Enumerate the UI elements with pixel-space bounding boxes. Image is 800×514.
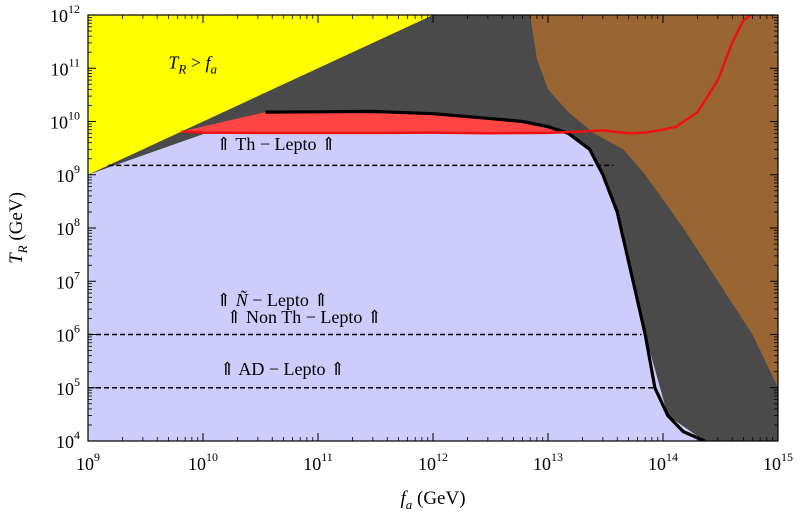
y-tick-exp: 5 (74, 375, 80, 389)
y-title-var: T (6, 252, 27, 264)
x-tick-exp: 9 (94, 450, 100, 464)
x-tick-label: 1012 (418, 450, 448, 474)
x-tick-base: 10 (303, 454, 321, 474)
x-title-sub: a (406, 497, 413, 512)
y-tick-label: 106 (56, 322, 80, 346)
x-tick-base: 10 (763, 454, 781, 474)
label-sub-r: R (177, 61, 186, 76)
black-boundary-curve (265, 109, 706, 441)
x-tick-exp: 10 (206, 450, 218, 464)
y-tick-exp: 8 (74, 215, 80, 229)
annotation-ad-lepto: ⇑ AD − Lepto ⇑ (220, 359, 345, 379)
y-tick-base: 10 (50, 6, 68, 26)
y-tick-label: 1012 (50, 2, 80, 26)
y-tick-exp: 6 (74, 322, 80, 336)
y-title-unit: (GeV) (6, 192, 27, 245)
annotation-nonth-lepto: ⇑ Non Th − Lepto ⇑ (226, 307, 381, 327)
label-f: f (206, 52, 214, 72)
x-tick-base: 10 (533, 454, 551, 474)
y-tick-base: 10 (50, 59, 68, 79)
y-tick-label: 107 (56, 268, 80, 292)
plot-area: TR > fa ⇑ Th − Lepto ⇑ ⇑ Ñ − Lepto ⇑⇑ Non … (88, 15, 778, 441)
label-t: T (168, 52, 180, 72)
red-region (181, 111, 569, 134)
y-tick-base: 10 (56, 166, 74, 186)
annotation-yellow-label: TR > fa (168, 52, 217, 76)
x-tick-label: 1015 (763, 450, 793, 474)
x-tick-exp: 11 (321, 450, 333, 464)
x-tick-label: 1010 (188, 450, 218, 474)
y-tick-label: 105 (56, 375, 80, 399)
y-tick-exp: 11 (68, 55, 80, 69)
y-tick-label: 1010 (50, 109, 80, 133)
y-tick-base: 10 (56, 432, 74, 452)
y-tick-exp: 12 (68, 2, 80, 16)
y-tick-label: 109 (56, 162, 80, 186)
y-axis-title: TR (GeV) (6, 192, 30, 264)
x-tick-label: 1014 (648, 450, 678, 474)
x-title-unit: (GeV) (412, 488, 465, 509)
y-tick-label: 1011 (50, 55, 80, 79)
brown-region (530, 15, 778, 388)
x-tick-exp: 13 (551, 450, 563, 464)
x-tick-base: 10 (76, 454, 94, 474)
y-tick-label: 108 (56, 215, 80, 239)
label-sub-a: a (211, 61, 218, 76)
x-tick-base: 10 (418, 454, 436, 474)
x-tick-label: 1013 (533, 450, 563, 474)
y-tick-label: 104 (56, 428, 80, 452)
y-title-sub: R (15, 245, 30, 254)
x-axis-title: fa (GeV) (400, 488, 465, 512)
annotation-ntilde-lepto: ⇑ Ñ − Lepto ⇑ (216, 290, 328, 310)
x-tick-label: 1011 (303, 450, 333, 474)
y-tick-exp: 9 (74, 162, 80, 176)
y-tick-exp: 7 (74, 268, 80, 282)
label-rest: − Lepto ⇑ (248, 290, 329, 310)
x-tick-exp: 15 (781, 450, 793, 464)
x-tick-base: 10 (648, 454, 666, 474)
annotation-th-lepto: ⇑ Th − Lepto ⇑ (216, 134, 336, 154)
x-tick-exp: 12 (436, 450, 448, 464)
y-tick-base: 10 (56, 219, 74, 239)
y-tick-exp: 10 (68, 109, 80, 123)
red-curve (181, 15, 754, 135)
y-tick-exp: 4 (74, 428, 80, 442)
label-arrow: ⇑ (216, 290, 236, 310)
x-title-var: f (400, 488, 408, 509)
yellow-region (88, 15, 433, 175)
y-tick-base: 10 (56, 326, 74, 346)
label-ntilde: Ñ (235, 290, 249, 310)
y-tick-base: 10 (50, 113, 68, 133)
axes: 109 1010 1011 1012 1013 1014 10151041051061071… (6, 2, 793, 512)
x-tick-base: 10 (188, 454, 206, 474)
label-relation: > (186, 52, 205, 72)
y-tick-base: 10 (56, 272, 74, 292)
x-tick-exp: 14 (666, 450, 678, 464)
x-tick-label: 109 (76, 450, 100, 474)
y-tick-base: 10 (56, 379, 74, 399)
